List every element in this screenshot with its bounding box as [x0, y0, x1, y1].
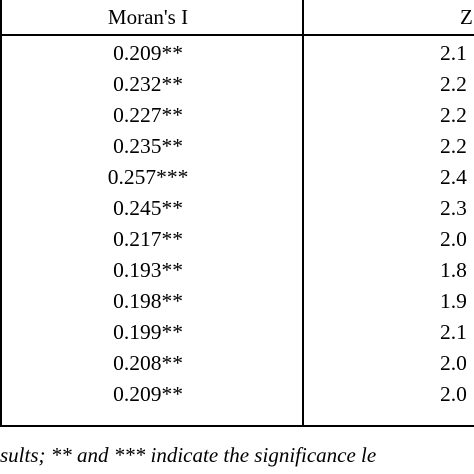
z-value: 2.0 — [440, 351, 467, 375]
z-value: 2.2 — [440, 134, 467, 158]
z-value: 1.8 — [440, 258, 467, 282]
table-row: 0.217** 2.0 — [0, 224, 474, 255]
z-value: 2.2 — [440, 72, 467, 96]
header-divider — [0, 34, 474, 36]
column-divider — [302, 0, 304, 427]
table-row: 0.209** 2.1 — [0, 38, 474, 69]
table-row: 0.235** 2.2 — [0, 131, 474, 162]
morans-i-value: 0.232** — [113, 72, 183, 96]
table-left-border — [0, 0, 2, 427]
morans-i-value: 0.257*** — [107, 165, 189, 189]
morans-i-value: 0.193** — [113, 258, 183, 282]
table-row: 0.208** 2.0 — [0, 348, 474, 379]
table-row: 0.198** 1.9 — [0, 286, 474, 317]
table-row: 0.209** 2.0 — [0, 379, 474, 410]
z-value: 2.2 — [440, 103, 467, 127]
header-morans-i: Moran's I — [107, 5, 189, 29]
results-table: Moran's I Z 0.209** 2.1 0.232** 2.2 0.22… — [0, 0, 474, 427]
morans-i-value: 0.198** — [113, 289, 183, 313]
table-row: 0.227** 2.2 — [0, 100, 474, 131]
z-value: 2.0 — [440, 382, 467, 406]
table-row: 0.232** 2.2 — [0, 69, 474, 100]
z-value: 2.1 — [440, 320, 467, 344]
table-row: 0.199** 2.1 — [0, 317, 474, 348]
morans-i-value: 0.217** — [113, 227, 183, 251]
morans-i-value: 0.208** — [113, 351, 183, 375]
morans-i-value: 0.209** — [113, 382, 183, 406]
table-bottom-border — [0, 425, 474, 427]
morans-i-value: 0.199** — [113, 320, 183, 344]
morans-i-value: 0.209** — [113, 41, 183, 65]
header-z: Z — [460, 5, 473, 29]
table-row: 0.245** 2.3 — [0, 193, 474, 224]
z-value: 2.3 — [440, 196, 467, 220]
morans-i-value: 0.227** — [113, 103, 183, 127]
z-value: 2.0 — [440, 227, 467, 251]
z-value: 2.1 — [440, 41, 467, 65]
z-value: 1.9 — [440, 289, 467, 313]
table-row: 0.257*** 2.4 — [0, 162, 474, 193]
table-note: sults; ** and *** indicate the significa… — [0, 443, 377, 467]
morans-i-value: 0.245** — [113, 196, 183, 220]
table-row: 0.193** 1.8 — [0, 255, 474, 286]
morans-i-value: 0.235** — [113, 134, 183, 158]
z-value: 2.4 — [440, 165, 467, 189]
